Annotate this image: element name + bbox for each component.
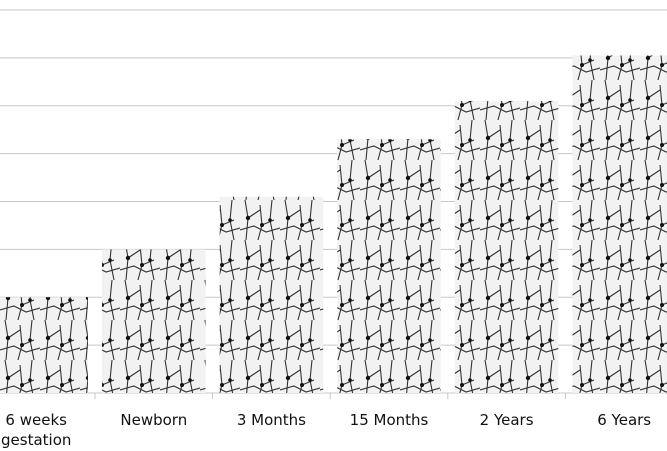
bar	[0, 297, 88, 393]
bar	[102, 249, 205, 393]
x-tick-label: 2 Years	[452, 410, 562, 430]
chart: 6 weeks gestation Newborn 3 Months 15 Month…	[0, 0, 667, 451]
x-tick-label: 3 Months	[216, 410, 326, 430]
bar	[572, 55, 667, 393]
x-tick-label: 15 Months	[334, 410, 444, 430]
x-tick-label: Newborn	[99, 410, 209, 430]
bar	[455, 101, 558, 393]
x-tick-label: 6 Years	[569, 410, 667, 430]
bar	[220, 197, 323, 393]
plot	[0, 0, 667, 451]
x-tick-label: 6 weeks gestation	[0, 410, 76, 450]
bar	[337, 139, 440, 393]
